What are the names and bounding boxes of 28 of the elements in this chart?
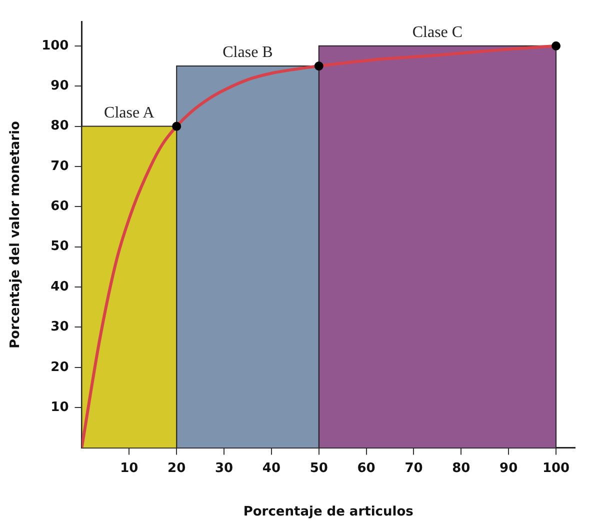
annotation: Clase C [412,24,463,42]
x-tick-label: 40 [262,460,280,476]
y-axis-title: Porcentaje del valor monetario [8,121,24,349]
x-tick-label: 80 [452,460,470,476]
y-tick-label: 60 [50,199,69,214]
x-tick-label: 50 [310,460,328,476]
x-tick-label: 10 [120,460,138,476]
point [552,41,561,50]
y-tick-label: 30 [50,320,69,335]
x-tick-label: 100 [542,460,570,476]
y-tick-label: 20 [50,360,69,375]
x-tick-label: 20 [168,460,186,476]
y-tick-label: 70 [50,158,69,174]
x-tick-label: 70 [404,460,423,476]
y-tick-label: 90 [50,78,69,94]
x-tick-label: 30 [214,460,234,476]
point [314,62,324,71]
y-tick-label: 10 [50,400,69,415]
y-tick-label: 100 [42,38,69,54]
annotation: Clase A [104,104,155,122]
y-tick-label: 80 [50,118,69,134]
y-tick-label: 40 [50,279,69,294]
point [172,122,182,131]
x-tick-label: 60 [357,460,376,476]
x-axis-title: Porcentaje de articulos [243,504,414,520]
y-tick-label: 50 [50,239,69,254]
x-tick-label: 90 [500,460,518,476]
annotation: Clase B [222,44,273,62]
